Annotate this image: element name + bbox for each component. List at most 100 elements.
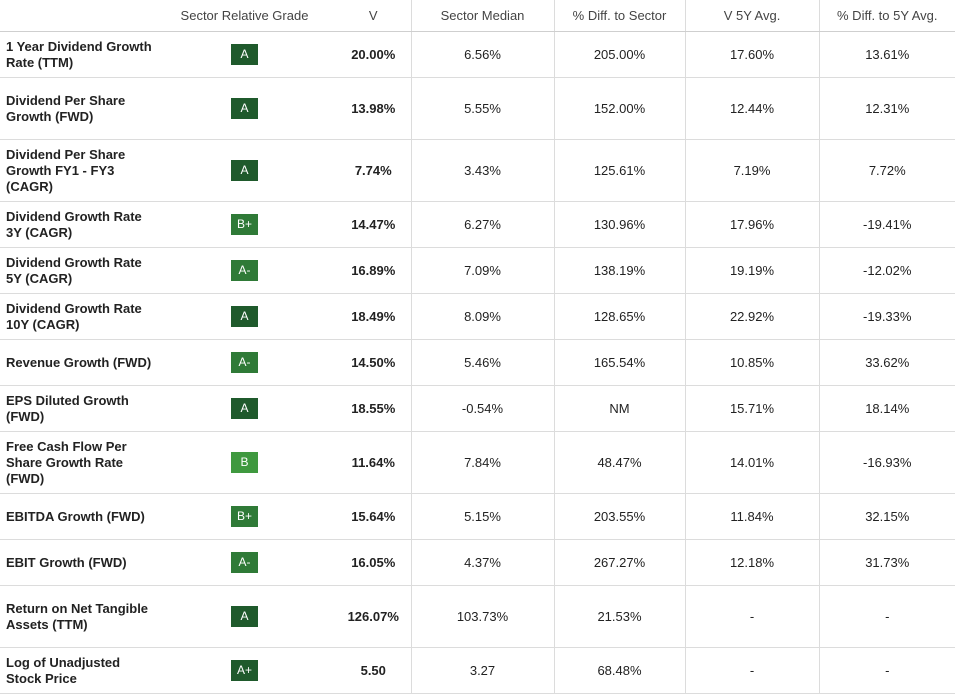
grade-cell: B: [153, 431, 336, 494]
five-year-avg-value: 17.60%: [684, 31, 819, 78]
grade-badge: A: [231, 44, 258, 65]
header-sector-relative-grade[interactable]: Sector Relative Grade: [153, 0, 336, 32]
five-year-avg-value: 22.92%: [684, 293, 819, 340]
grade-cell: A: [153, 585, 336, 648]
diff-to-sector-value: 267.27%: [553, 539, 685, 586]
ticker-value: 7.74%: [336, 139, 411, 202]
five-year-avg-value: 7.19%: [684, 139, 819, 202]
five-year-avg-value: 19.19%: [684, 247, 819, 294]
grade-badge: A-: [231, 352, 258, 373]
metric-label[interactable]: 1 Year Dividend Growth Rate (TTM): [0, 31, 153, 78]
diff-to-5y-avg-value: -12.02%: [818, 247, 955, 294]
header-ticker-value[interactable]: V: [336, 0, 411, 32]
sector-median-value: 3.27: [410, 647, 554, 694]
ticker-value: 18.55%: [336, 385, 411, 432]
table-row: EBIT Growth (FWD) A- 16.05% 4.37% 267.27% 12.…: [0, 539, 955, 586]
diff-to-sector-value: 152.00%: [553, 77, 685, 140]
sector-median-value: 103.73%: [410, 585, 554, 648]
sector-median-value: 6.27%: [410, 201, 554, 248]
table-row: Free Cash Flow Per Share Growth Rate (FW…: [0, 431, 955, 494]
diff-to-sector-value: 165.54%: [553, 339, 685, 386]
five-year-avg-value: 11.84%: [684, 493, 819, 540]
five-year-avg-value: -: [684, 647, 819, 694]
metric-label[interactable]: EPS Diluted Growth (FWD): [0, 385, 153, 432]
grade-badge: A: [231, 398, 258, 419]
metric-label[interactable]: Dividend Growth Rate 3Y (CAGR): [0, 201, 153, 248]
diff-to-sector-value: NM: [553, 385, 685, 432]
table-row: 1 Year Dividend Growth Rate (TTM) A 20.00%…: [0, 31, 955, 78]
diff-to-sector-value: 130.96%: [553, 201, 685, 248]
metric-label[interactable]: Dividend Per Share Growth (FWD): [0, 77, 153, 140]
header-5y-avg[interactable]: V 5Y Avg.: [684, 0, 819, 32]
grade-cell: B+: [153, 493, 336, 540]
sector-median-value: -0.54%: [410, 385, 554, 432]
grade-cell: A: [153, 31, 336, 78]
header-sector-median[interactable]: Sector Median: [410, 0, 554, 32]
sector-median-value: 5.15%: [410, 493, 554, 540]
header-diff-to-sector[interactable]: % Diff. to Sector: [553, 0, 685, 32]
diff-to-sector-value: 48.47%: [553, 431, 685, 494]
sector-median-value: 5.55%: [410, 77, 554, 140]
sector-median-value: 7.84%: [410, 431, 554, 494]
grade-badge: B+: [231, 506, 258, 527]
grade-cell: A: [153, 139, 336, 202]
table-row: EBITDA Growth (FWD) B+ 15.64% 5.15% 203.55% 1…: [0, 493, 955, 540]
grade-cell: A-: [153, 247, 336, 294]
diff-to-5y-avg-value: 13.61%: [818, 31, 955, 78]
diff-to-5y-avg-value: 33.62%: [818, 339, 955, 386]
ticker-value: 13.98%: [336, 77, 411, 140]
diff-to-5y-avg-value: 7.72%: [818, 139, 955, 202]
diff-to-sector-value: 205.00%: [553, 31, 685, 78]
diff-to-sector-value: 125.61%: [553, 139, 685, 202]
ticker-value: 18.49%: [336, 293, 411, 340]
diff-to-sector-value: 128.65%: [553, 293, 685, 340]
ticker-value: 14.50%: [336, 339, 411, 386]
metric-label[interactable]: Dividend Growth Rate 10Y (CAGR): [0, 293, 153, 340]
diff-to-5y-avg-value: -19.33%: [818, 293, 955, 340]
metric-label[interactable]: EBITDA Growth (FWD): [0, 493, 153, 540]
diff-to-5y-avg-value: 18.14%: [818, 385, 955, 432]
metric-label[interactable]: EBIT Growth (FWD): [0, 539, 153, 586]
metric-label[interactable]: Free Cash Flow Per Share Growth Rate (FW…: [0, 431, 153, 494]
table-row: Dividend Per Share Growth FY1 - FY3 (CAG…: [0, 139, 955, 202]
sector-median-value: 3.43%: [410, 139, 554, 202]
grade-badge: A: [231, 306, 258, 327]
metric-label[interactable]: Revenue Growth (FWD): [0, 339, 153, 386]
sector-median-value: 4.37%: [410, 539, 554, 586]
table-row: Dividend Growth Rate 10Y (CAGR) A 18.49% 8.…: [0, 293, 955, 340]
grade-badge: A-: [231, 260, 258, 281]
diff-to-5y-avg-value: -16.93%: [818, 431, 955, 494]
ticker-value: 15.64%: [336, 493, 411, 540]
metric-label[interactable]: Dividend Growth Rate 5Y (CAGR): [0, 247, 153, 294]
diff-to-sector-value: 68.48%: [553, 647, 685, 694]
grade-badge: A: [231, 606, 258, 627]
diff-to-sector-value: 21.53%: [553, 585, 685, 648]
header-diff-to-5y-avg[interactable]: % Diff. to 5Y Avg.: [818, 0, 955, 32]
sector-median-value: 6.56%: [410, 31, 554, 78]
diff-to-5y-avg-value: -: [818, 647, 955, 694]
diff-to-sector-value: 203.55%: [553, 493, 685, 540]
ticker-value: 11.64%: [336, 431, 411, 494]
ticker-value: 14.47%: [336, 201, 411, 248]
grade-cell: A+: [153, 647, 336, 694]
grade-cell: A: [153, 385, 336, 432]
ticker-value: 126.07%: [336, 585, 411, 648]
grade-cell: B+: [153, 201, 336, 248]
grade-badge: A+: [231, 660, 258, 681]
five-year-avg-value: 12.18%: [684, 539, 819, 586]
metric-label[interactable]: Dividend Per Share Growth FY1 - FY3 (CAG…: [0, 139, 153, 202]
ticker-value: 16.05%: [336, 539, 411, 586]
metric-label[interactable]: Log of Unadjusted Stock Price: [0, 647, 153, 694]
sector-median-value: 7.09%: [410, 247, 554, 294]
table-header-row: Sector Relative Grade V Sector Median % …: [0, 0, 955, 32]
metric-label[interactable]: Return on Net Tangible Assets (TTM): [0, 585, 153, 648]
table-row: EPS Diluted Growth (FWD) A 18.55% -0.54% NM 1…: [0, 385, 955, 432]
five-year-avg-value: 14.01%: [684, 431, 819, 494]
table-row: Log of Unadjusted Stock Price A+ 5.50 3.27 6…: [0, 647, 955, 694]
five-year-avg-value: 15.71%: [684, 385, 819, 432]
table-row: Revenue Growth (FWD) A- 14.50% 5.46% 165.54%…: [0, 339, 955, 386]
table-row: Return on Net Tangible Assets (TTM) A 126.…: [0, 585, 955, 648]
grade-badge: A: [231, 160, 258, 181]
sector-median-value: 5.46%: [410, 339, 554, 386]
